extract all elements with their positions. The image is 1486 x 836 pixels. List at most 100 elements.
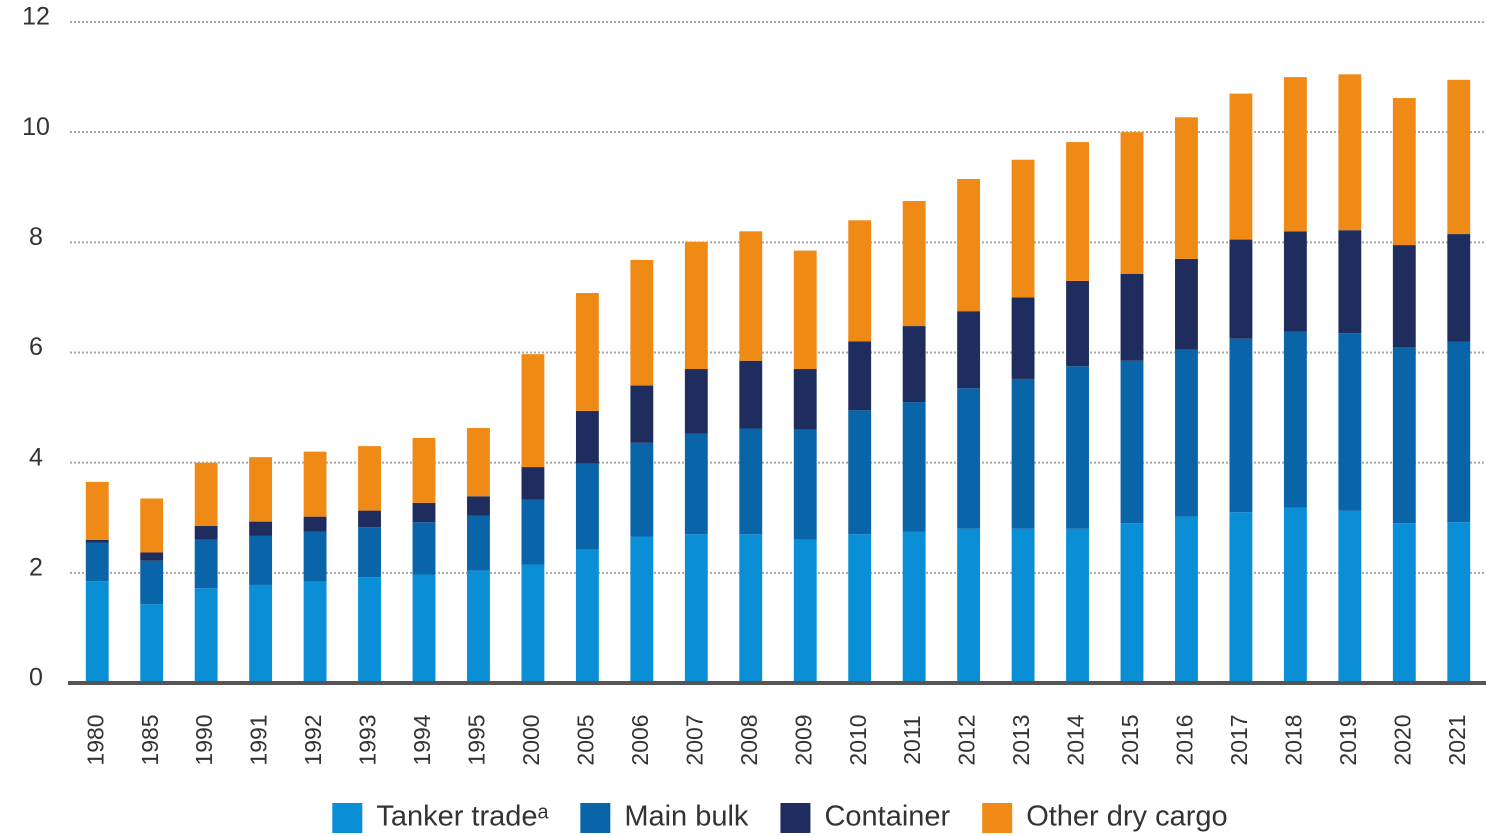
x-tick-label: 1992 — [300, 714, 326, 765]
legend-swatch — [780, 803, 811, 833]
bar-segment — [1338, 333, 1362, 511]
bar-segment — [630, 536, 654, 683]
bar-segment — [1229, 338, 1253, 513]
bar-segment — [358, 577, 381, 683]
bar-segment — [739, 534, 763, 683]
x-tick-label: 2017 — [1226, 714, 1252, 765]
bar-segment — [85, 581, 109, 683]
y-tick-label: 10 — [22, 113, 50, 141]
bar-segment — [739, 231, 763, 361]
bar-segment — [957, 178, 981, 312]
x-tick-label: 2012 — [954, 714, 980, 765]
bar-segment — [85, 542, 109, 582]
bar-segment — [140, 498, 164, 553]
legend-swatch — [332, 803, 363, 833]
bar-segment — [1175, 258, 1198, 350]
bar-segment — [358, 510, 381, 528]
bar-segment — [1011, 528, 1035, 683]
bar-segment — [793, 539, 817, 683]
x-tick-label: 1993 — [355, 714, 381, 765]
bar-segment — [194, 539, 218, 589]
bar-segment — [1011, 297, 1035, 379]
bar-segment — [140, 560, 164, 605]
bar-segment — [249, 457, 273, 522]
x-tick-label: 2016 — [1172, 714, 1198, 765]
bar-segment — [575, 293, 599, 411]
bar-segment — [1338, 74, 1362, 231]
x-tick-label: 2019 — [1335, 714, 1361, 765]
bar-segment — [1066, 366, 1089, 529]
bar-segment — [684, 433, 708, 535]
bar-segment — [575, 410, 599, 464]
x-tick-label: 1995 — [464, 714, 490, 765]
x-tick-label: 2000 — [518, 714, 544, 765]
bar-segment — [793, 429, 817, 540]
bar-segment — [412, 502, 436, 523]
bar-segment — [412, 574, 436, 683]
bar-segment — [521, 467, 545, 500]
bar-segment — [739, 428, 763, 535]
bar-segment — [1447, 79, 1471, 235]
x-tick-label: 2013 — [1008, 714, 1034, 765]
bar-segment — [1120, 132, 1144, 274]
bar-segment — [630, 385, 654, 443]
bar-segment — [1447, 522, 1471, 683]
bar-segment — [1175, 516, 1198, 683]
x-tick-label: 2005 — [572, 714, 598, 765]
x-tick-label: 1985 — [137, 714, 163, 765]
bar-segment — [1392, 346, 1416, 524]
bar-segment — [1392, 523, 1416, 683]
bar-segment — [521, 354, 545, 468]
bar-segment — [194, 526, 218, 540]
bar-segment — [467, 496, 490, 516]
y-tick-label: 12 — [22, 3, 50, 31]
bar-segment — [1229, 512, 1253, 683]
bar-segment — [1447, 234, 1471, 342]
bar-segment — [684, 369, 708, 434]
bar-segment — [575, 549, 599, 683]
y-tick-label: 4 — [29, 443, 43, 471]
x-tick-label: 1990 — [191, 714, 217, 765]
bar-segment — [1011, 159, 1035, 298]
bar-segment — [249, 535, 273, 585]
x-tick-label: 2015 — [1117, 714, 1143, 765]
bar-segment — [1338, 510, 1362, 683]
bar-segment — [957, 388, 981, 529]
bar-segment — [1283, 77, 1307, 232]
bar-segment — [793, 250, 817, 370]
bar-segment — [684, 534, 708, 683]
bar-segment — [521, 564, 545, 683]
legend-label: Main bulk — [624, 801, 749, 833]
bar-segment — [1283, 231, 1307, 332]
bar-segment — [249, 584, 273, 683]
legend-label: Other dry cargo — [1026, 801, 1227, 833]
bar-segment — [1120, 273, 1144, 361]
bar-segment — [848, 341, 872, 411]
x-tick-label: 2014 — [1063, 714, 1089, 765]
bar-segment — [303, 581, 327, 683]
x-tick-label: 2011 — [899, 715, 925, 764]
y-tick-label: 2 — [29, 553, 43, 581]
bar-segment — [848, 220, 872, 342]
bar-segment — [521, 499, 545, 565]
x-tick-label: 2007 — [681, 714, 707, 765]
bar-segment — [1392, 98, 1416, 246]
bar-segment — [194, 588, 218, 683]
y-tick-label: 6 — [29, 333, 43, 361]
x-tick-label: 1991 — [246, 714, 272, 765]
x-tick-label: 2009 — [790, 714, 816, 765]
bar-segment — [902, 201, 926, 327]
bar-segment — [1120, 523, 1144, 683]
bar-segment — [467, 427, 490, 497]
bar-segment — [140, 604, 164, 683]
bar-segment — [957, 528, 981, 683]
y-tick-label: 0 — [29, 664, 43, 692]
x-tick-label: 2010 — [845, 714, 871, 765]
x-tick-label: 1994 — [409, 714, 435, 765]
bar-segment — [1283, 331, 1307, 508]
bar-segment — [1229, 93, 1253, 240]
bar-segment — [1011, 378, 1035, 529]
bar-segment — [412, 522, 436, 575]
bar-segment — [194, 462, 218, 527]
